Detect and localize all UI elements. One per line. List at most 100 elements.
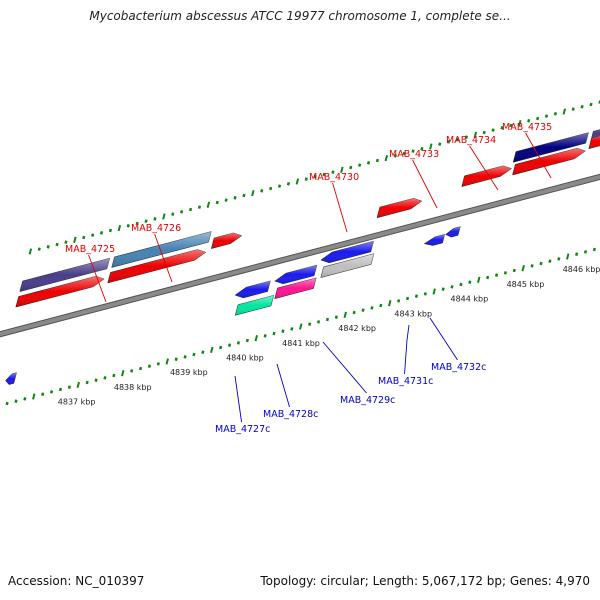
gene-forward-arrow-highlight [512,148,586,175]
inner-tick [183,355,187,359]
inner-tick [512,268,516,273]
gene-reverse-arrow-highlight [445,226,461,238]
outer-tick [242,193,246,198]
inner-tick [361,308,365,312]
chromosome-backbone [0,173,600,338]
outer-tick [171,212,175,216]
gene-label[interactable]: MAB_4726 [131,223,181,234]
inner-tick [58,387,63,392]
inner-tick [41,392,45,396]
outer-tick [99,231,104,235]
outer-tick [37,247,41,251]
gene-cds-silver-highlight [320,253,374,278]
gene-label[interactable]: MAB_4735 [502,122,552,133]
gene-forward-arrow-highlight [107,249,206,283]
gene-label[interactable]: MAB_4725 [65,244,115,255]
outer-tick [411,149,415,153]
gene-cds-navy-highlight [513,132,589,163]
inner-tick [147,364,152,368]
gene-features[interactable] [5,111,600,385]
callout-line [322,341,367,394]
outer-tick [402,151,406,156]
outer-tick [482,130,486,135]
inner-tick [308,322,312,326]
inner-tick [138,366,143,371]
backbone-line-fill [0,174,600,337]
tick-label: 4846 kbp [563,265,600,274]
inner-tick [299,323,303,330]
outer-tick [553,112,558,116]
inner-tick [459,282,463,287]
outer-tick [384,154,389,162]
outer-tick [438,142,442,146]
gene-reverse-arrow-highlight [235,280,271,298]
callout-line [234,375,242,423]
inner-tick [379,303,383,308]
outer-tick [500,126,504,130]
outer-tick [518,119,522,127]
inner-tick [477,276,481,283]
inner-tick [405,296,410,301]
map-title: Mycobacterium abscessus ATCC 19977 chrom… [89,9,511,23]
inner-tick [539,261,543,266]
inner-tick [397,299,401,303]
outer-tick [73,236,77,243]
gene-label[interactable]: MAB_4730 [309,172,359,183]
callout-line [525,132,552,179]
outer-tick [420,147,424,151]
outer-tick [188,207,193,212]
outer-tick [464,135,469,139]
outer-tick [304,177,308,181]
inner-tick [254,335,258,342]
gene-label[interactable]: MAB_4729c [340,395,395,406]
gene-label[interactable]: MAB_4728c [263,409,318,420]
inner-tick [450,285,454,289]
gene-label[interactable]: MAB_4734 [446,135,496,146]
inner-tick [192,352,196,357]
outer-tick [135,221,139,226]
outer-tick [340,166,344,173]
inner-tick [503,271,508,275]
inner-tick [334,315,338,319]
tick-rings [5,100,600,406]
inner-tick [388,300,392,307]
gene-reverse-arrow-highlight [320,241,374,263]
gene-cds-pink-highlight [274,277,317,299]
inner-tick [174,357,178,361]
callout-line [88,254,107,303]
inner-tick [565,253,570,260]
inner-tick [441,287,445,291]
outer-tick [224,198,228,202]
inner-tick [76,381,80,389]
tick-label: 4838 kbp [114,383,152,392]
gene-label[interactable]: MAB_4727c [215,424,270,435]
inner-tick [112,373,116,378]
inner-tick [14,399,18,403]
tick-label: 4837 kbp [58,398,96,407]
callout-line [469,145,499,191]
inner-tick [32,393,36,400]
gene-label[interactable]: MAB_4731c [378,376,433,387]
inner-tick [272,331,276,336]
outer-tick [233,196,237,200]
outer-tick [144,219,148,223]
inner-tick [23,397,27,401]
callout-line [429,317,458,361]
inner-tick [201,350,205,354]
outer-tick [366,161,371,165]
gene-cds-steel-highlight [111,231,212,268]
callout-line [404,324,410,375]
outer-tick [162,213,166,220]
callout-line [332,182,348,233]
inner-tick [583,250,588,254]
outer-tick [429,143,433,150]
inner-tick [210,346,214,354]
gene-cds-spring-highlight [235,295,274,316]
inner-tick [94,378,98,382]
gene-label[interactable]: MAB_4732c [431,362,486,373]
outer-tick [527,119,531,123]
gene-label[interactable]: MAB_4733 [389,149,439,160]
outer-tick [206,201,211,208]
inner-tick [548,259,552,263]
